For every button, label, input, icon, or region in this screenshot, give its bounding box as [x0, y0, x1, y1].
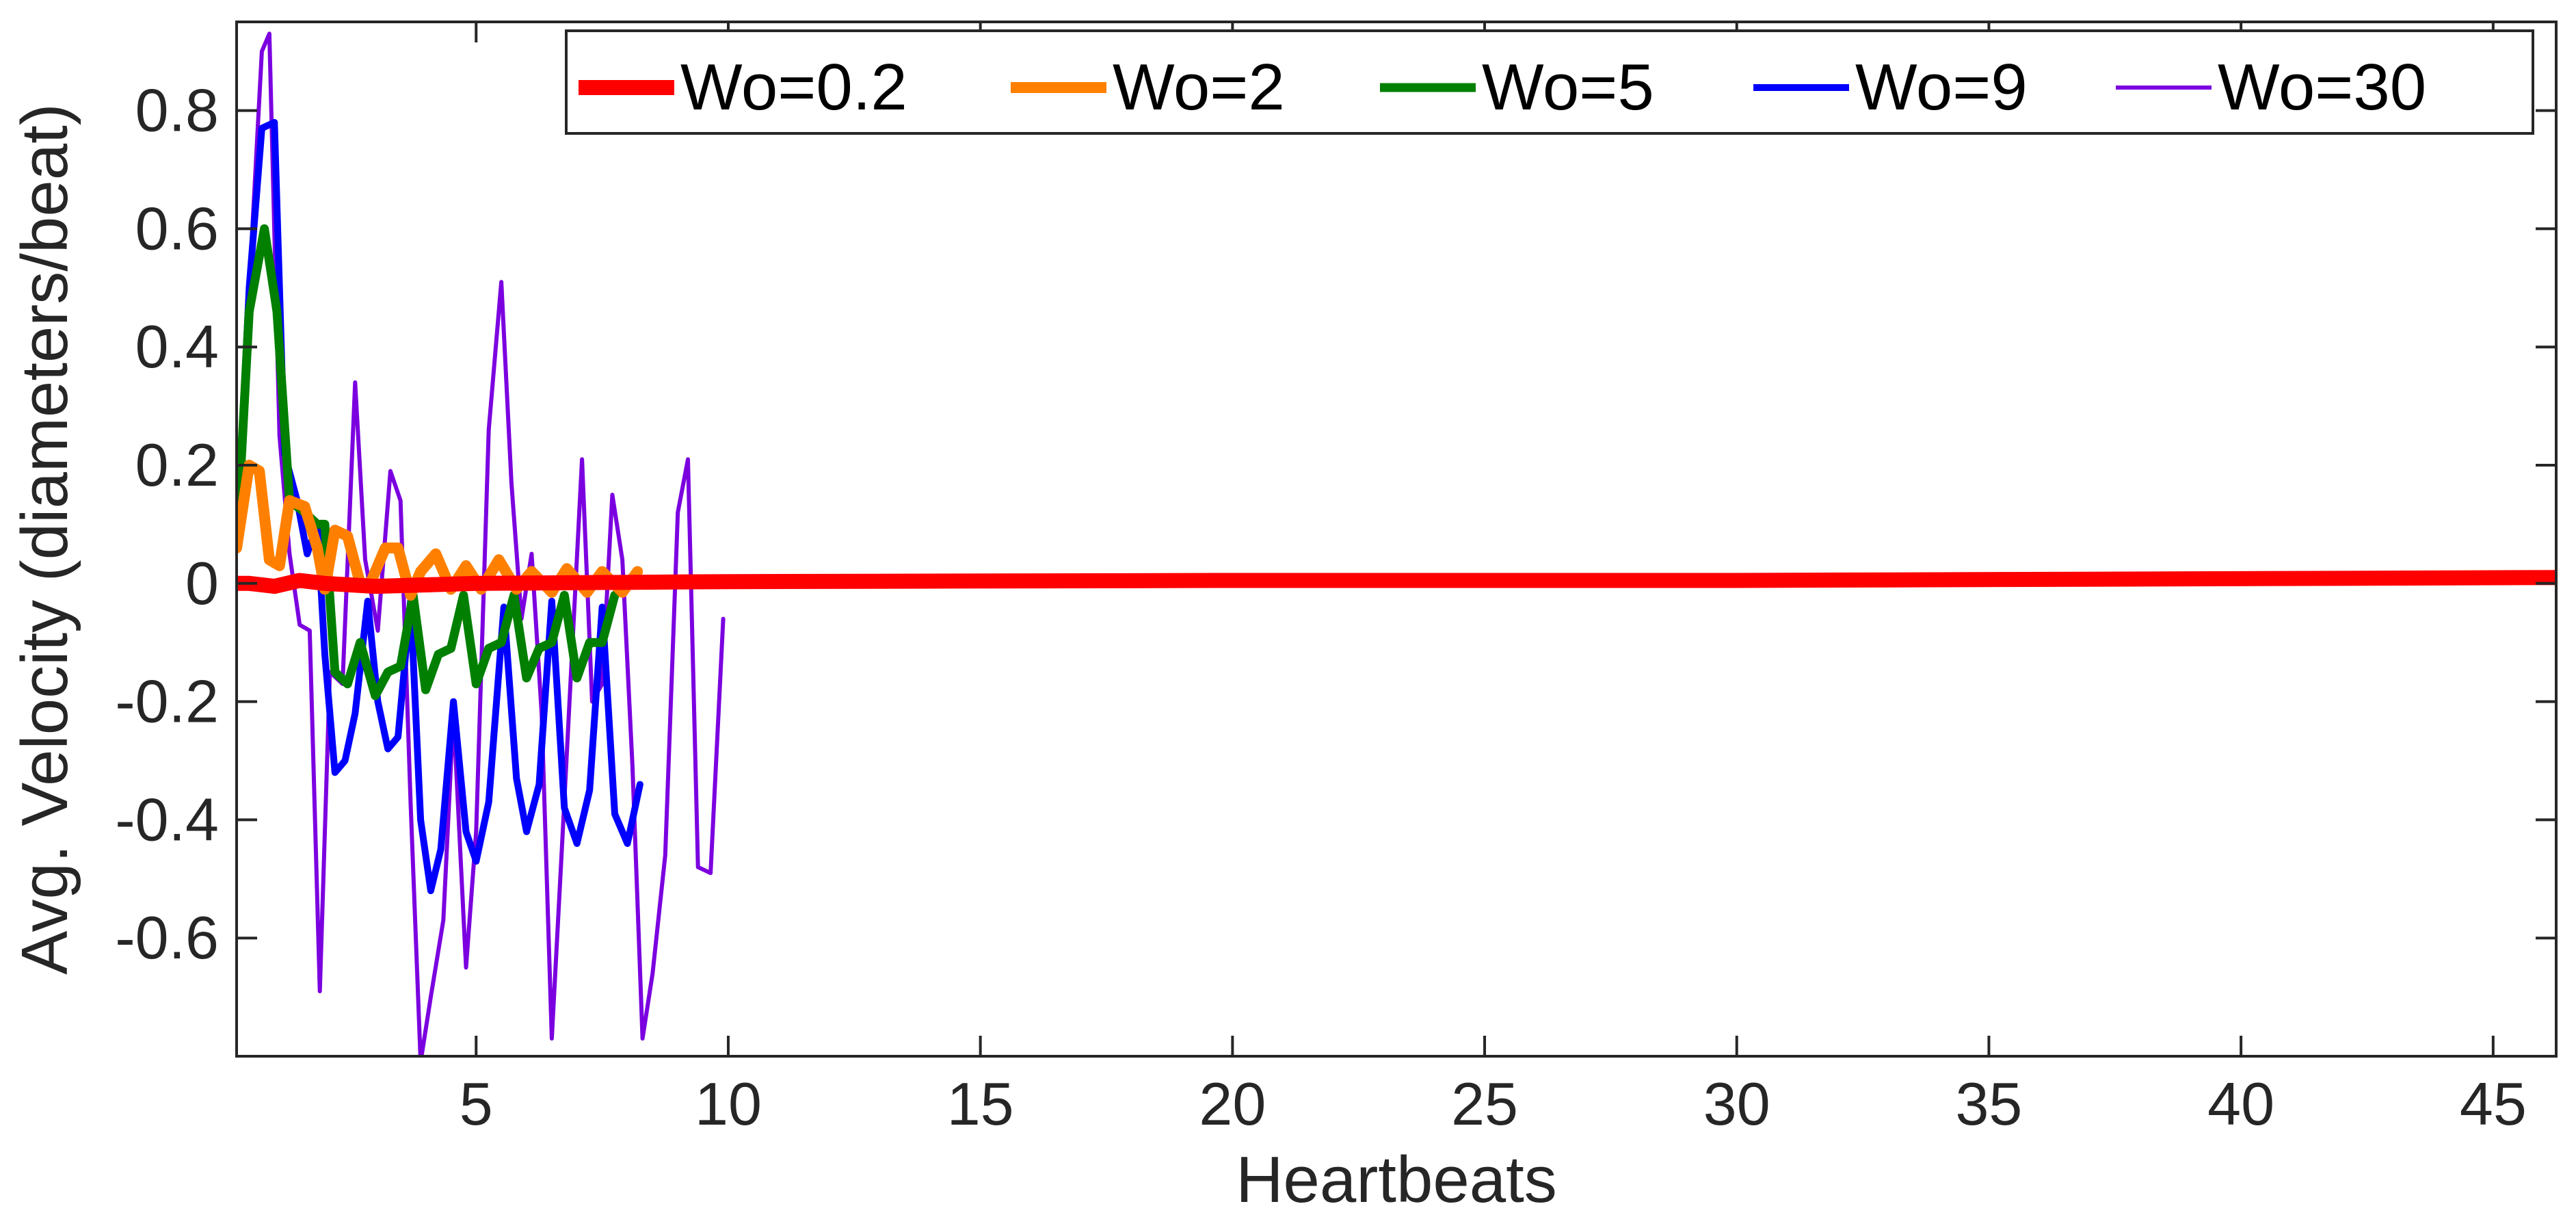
x-tick-label: 10 — [695, 1070, 762, 1138]
axis-tick-labels: 5 10 15 20 25 30 35 40 45 -0.6 -0.4 -0.2 0 0.2 0.4 0.6 0… — [115, 77, 2526, 1138]
series-line-wo-9 — [237, 118, 643, 895]
x-tick-label: 35 — [1955, 1070, 2022, 1138]
x-tick-label: 30 — [1703, 1070, 1770, 1138]
legend-box — [565, 29, 2534, 135]
legend-label: Wo=2 — [1113, 51, 1285, 124]
x-axis-label: Heartbeats — [1236, 1143, 1557, 1216]
legend-label: Wo=30 — [2218, 51, 2426, 124]
y-tick-label: 0 — [185, 549, 219, 617]
y-tick-label: 0.2 — [135, 431, 219, 499]
legend-label: Wo=0.2 — [680, 51, 907, 124]
legend: Wo=0.2 Wo=2 Wo=5 Wo=9 Wo=30 — [565, 29, 2534, 135]
legend-label: Wo=9 — [1855, 51, 2028, 124]
y-tick-label: 0.8 — [135, 77, 219, 144]
series-line-wo-0-2 — [237, 570, 2556, 594]
y-tick-label: -0.6 — [115, 904, 219, 971]
series-line-wo-30 — [237, 31, 726, 1056]
x-tick-label: 5 — [460, 1070, 493, 1138]
y-tick-label: 0.4 — [135, 313, 219, 380]
y-tick-label: -0.2 — [115, 668, 219, 735]
x-tick-label: 40 — [2207, 1070, 2274, 1138]
series-layer — [237, 31, 2556, 1056]
y-axis-label: Avg. Velocity (diameters/beat) — [8, 103, 81, 975]
x-tick-label: 45 — [2460, 1070, 2527, 1138]
y-tick-label: 0.6 — [135, 194, 219, 262]
x-tick-label: 25 — [1451, 1070, 1518, 1138]
x-tick-label: 20 — [1199, 1070, 1266, 1138]
y-tick-label: -0.4 — [115, 785, 219, 853]
plot-frame — [235, 21, 2558, 1058]
legend-label: Wo=5 — [1482, 51, 1654, 124]
x-tick-label: 15 — [947, 1070, 1014, 1138]
